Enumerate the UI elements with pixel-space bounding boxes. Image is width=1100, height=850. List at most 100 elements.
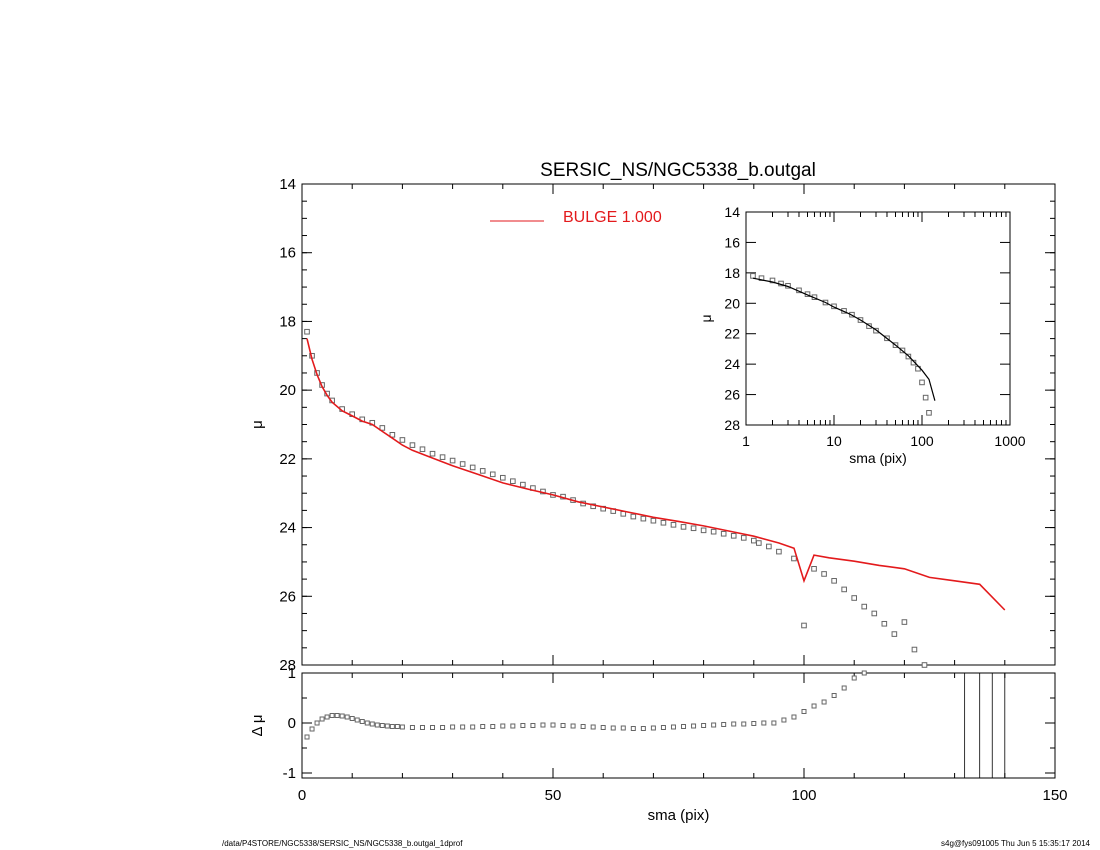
data-point bbox=[590, 724, 596, 730]
data-point bbox=[379, 425, 386, 431]
data-point bbox=[429, 450, 436, 457]
data-point bbox=[339, 713, 345, 719]
model-line bbox=[306, 338, 1006, 611]
data-point bbox=[741, 721, 747, 727]
data-point bbox=[419, 725, 425, 730]
y-tick-label: 24 bbox=[279, 520, 296, 537]
data-point bbox=[630, 513, 637, 520]
data-point bbox=[871, 610, 878, 617]
data-point bbox=[901, 619, 908, 625]
data-point bbox=[364, 720, 370, 726]
data-point bbox=[369, 721, 375, 727]
data-point bbox=[711, 722, 717, 728]
y-axis-label: Δ μ bbox=[249, 714, 266, 736]
data-point bbox=[650, 517, 657, 524]
data-point bbox=[304, 328, 310, 335]
data-point bbox=[690, 525, 697, 532]
y-tick-label: 14 bbox=[279, 176, 296, 193]
data-point bbox=[926, 410, 932, 416]
data-point bbox=[359, 719, 365, 724]
data-point bbox=[640, 726, 646, 731]
data-point bbox=[670, 724, 676, 730]
data-point bbox=[384, 723, 390, 729]
data-point bbox=[640, 515, 647, 522]
data-point bbox=[304, 734, 310, 740]
x-tick-label: 100 bbox=[910, 433, 934, 449]
y-tick-label: 22 bbox=[724, 326, 740, 342]
data-point bbox=[781, 717, 787, 723]
data-point bbox=[841, 685, 847, 691]
data-point bbox=[821, 571, 827, 577]
data-point bbox=[394, 724, 400, 729]
x-tick-label: 100 bbox=[791, 787, 816, 804]
data-point bbox=[334, 713, 340, 718]
data-point bbox=[861, 670, 867, 676]
y-tick-label: 18 bbox=[279, 313, 296, 330]
data-point bbox=[801, 622, 807, 629]
footer-timestamp: s4g@fys091005 Thu Jun 5 15:35:17 2014 bbox=[941, 839, 1090, 848]
data-point bbox=[771, 720, 777, 726]
data-point bbox=[430, 725, 436, 730]
data-point bbox=[776, 548, 782, 555]
data-point bbox=[791, 714, 797, 720]
legend-label: BULGE 1.000 bbox=[563, 209, 662, 226]
data-point bbox=[520, 481, 526, 488]
data-point bbox=[329, 713, 335, 718]
data-point bbox=[731, 721, 737, 727]
y-axis-label: μ bbox=[249, 420, 266, 429]
x-tick-label: 10 bbox=[826, 433, 842, 449]
data-point bbox=[650, 725, 656, 731]
data-point bbox=[479, 468, 486, 474]
inset-log-frame bbox=[745, 211, 1011, 426]
y-tick-label: 26 bbox=[279, 588, 296, 605]
data-point bbox=[751, 721, 757, 726]
y-tick-label: 1 bbox=[288, 665, 296, 682]
data-point bbox=[758, 275, 765, 281]
data-point bbox=[680, 524, 687, 530]
data-point bbox=[919, 379, 925, 386]
y-tick-label: 22 bbox=[279, 451, 296, 468]
data-point bbox=[389, 724, 395, 729]
data-point bbox=[459, 461, 466, 467]
data-point bbox=[891, 631, 898, 637]
data-point bbox=[480, 724, 486, 729]
data-point bbox=[550, 722, 556, 728]
x-axis-label: sma (pix) bbox=[648, 807, 710, 824]
data-point bbox=[831, 578, 837, 584]
data-point bbox=[319, 716, 325, 722]
data-point bbox=[730, 533, 737, 539]
data-point bbox=[389, 432, 396, 438]
y-tick-label: 24 bbox=[724, 356, 740, 372]
y-tick-label: 20 bbox=[279, 382, 296, 399]
data-point bbox=[379, 723, 385, 728]
footer-file-path: /data/P4STORE/NGC5338/SERSIC_NS/NGC5338_… bbox=[222, 839, 463, 848]
data-point bbox=[851, 595, 858, 601]
data-point bbox=[681, 724, 687, 729]
data-point bbox=[791, 555, 797, 562]
data-point bbox=[750, 273, 756, 279]
data-point bbox=[700, 527, 707, 534]
data-point bbox=[399, 724, 405, 730]
data-point bbox=[691, 723, 697, 729]
data-point bbox=[911, 646, 918, 653]
data-point bbox=[831, 693, 837, 698]
data-point bbox=[756, 540, 762, 546]
y-tick-label: 26 bbox=[724, 387, 740, 403]
y-tick-label: 20 bbox=[724, 295, 740, 311]
data-point bbox=[399, 437, 406, 443]
data-point bbox=[701, 723, 707, 728]
data-point bbox=[460, 724, 466, 730]
data-point bbox=[660, 725, 666, 730]
y-tick-label: -1 bbox=[283, 765, 296, 782]
data-point bbox=[490, 724, 496, 729]
data-point bbox=[314, 720, 320, 726]
data-point bbox=[419, 446, 426, 453]
data-point bbox=[309, 726, 315, 732]
data-point bbox=[530, 723, 536, 728]
data-point bbox=[520, 723, 526, 728]
data-point bbox=[500, 474, 506, 481]
x-tick-label: 1 bbox=[742, 433, 750, 449]
data-point bbox=[560, 723, 566, 728]
data-point bbox=[766, 543, 772, 550]
data-point bbox=[769, 277, 776, 284]
